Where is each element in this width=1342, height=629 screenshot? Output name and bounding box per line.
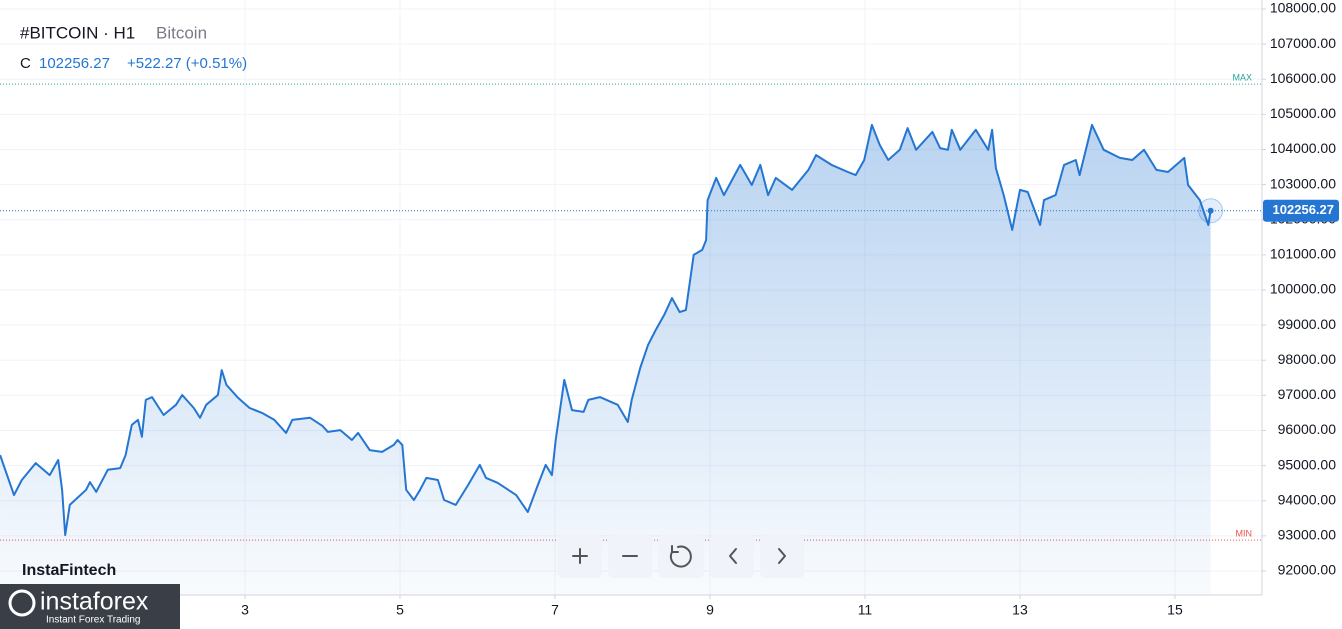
reference-label: MAX [1232,73,1252,83]
x-tick-label: 11 [858,602,873,618]
price-prefix: C [20,55,31,72]
reset-icon [669,545,692,568]
y-tick-label: 95000.00 [1278,456,1337,472]
x-tick-label: 13 [1012,602,1028,618]
y-tick-label: 97000.00 [1278,386,1337,402]
right-icon [778,548,786,564]
chart-title: #BITCOIN · H1 [20,23,135,42]
scroll-right-button[interactable] [760,535,804,578]
reference-label: MIN [1236,528,1253,538]
y-tick-label: 103000.00 [1270,175,1336,191]
logo-box [0,584,180,629]
plus-icon [572,548,588,564]
zoom-controls [558,535,804,578]
last-price-badge [1263,199,1339,222]
y-tick-label: 92000.00 [1278,562,1337,578]
y-tick-label: 98000.00 [1278,351,1337,367]
y-tick-label: 99000.00 [1278,316,1337,332]
x-tick-label: 7 [551,602,559,618]
y-tick-label: 108000.00 [1270,0,1336,16]
x-tick-label: 9 [706,602,714,618]
scroll-left-button[interactable] [710,535,754,578]
last-point [1207,207,1214,214]
y-tick-label: 101000.00 [1270,246,1336,262]
chart-subtitle: Bitcoin [156,23,207,42]
logo-tagline: Instant Forex Trading [46,615,141,626]
y-tick-label: 93000.00 [1278,527,1337,543]
left-icon [729,548,737,564]
x-tick-label: 15 [1167,602,1183,618]
reset-button[interactable] [658,535,704,578]
brand-label: InstaFintech [22,562,116,579]
y-tick-label: 100000.00 [1270,281,1336,297]
last-price-badge-label: 102256.27 [1273,202,1334,217]
y-tick-label: 105000.00 [1270,105,1336,121]
logo-icon [8,589,36,617]
y-tick-label: 106000.00 [1270,70,1336,86]
price-change: +522.27 (+0.51%) [127,55,247,72]
x-tick-label: 5 [396,602,404,618]
y-tick-label: 104000.00 [1270,140,1336,156]
area-fill [0,124,1211,596]
last-price: 102256.27 [39,55,110,72]
y-tick-label: 107000.00 [1270,35,1336,51]
x-tick-label: 3 [241,602,249,618]
logo-name: instaforex [40,588,149,616]
price-line [0,123,1212,537]
y-tick-label: 96000.00 [1278,421,1337,437]
y-tick-label: 94000.00 [1278,491,1337,507]
